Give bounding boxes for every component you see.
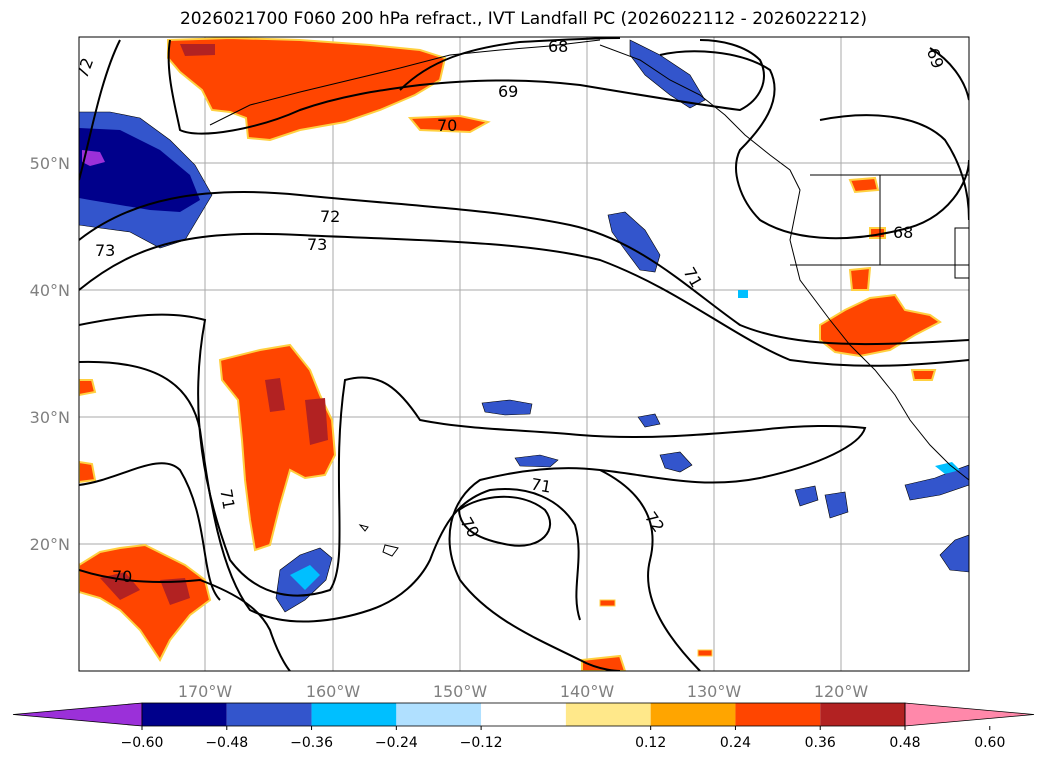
positive-region-california [819, 293, 942, 358]
lon-label: 120°W [814, 682, 869, 701]
colorbar-segment [311, 703, 397, 726]
colorbar-segment [396, 703, 482, 726]
colorbar-segment [650, 703, 736, 726]
positive-region-west-pacific [218, 343, 337, 552]
colorbar: −0.60 −0.48 −0.36 −0.24 −0.12 0.12 0.24 0.36 0.4… [12, 702, 1035, 751]
longitude-labels: 170°W 160°W 150°W 140°W 130°W 120°W [178, 682, 869, 701]
colorbar-tick-label: −0.48 [205, 735, 248, 751]
colorbar-segment [142, 703, 227, 726]
colorbar-tick-label: 0.24 [720, 735, 751, 751]
contour-label: 70 [112, 567, 132, 586]
lon-label: 130°W [687, 682, 742, 701]
lat-label: 40°N [30, 281, 70, 300]
colorbar-segment [481, 703, 566, 726]
contour-label: 72 [320, 207, 340, 226]
map-frame [78, 36, 970, 672]
graticule [79, 37, 969, 671]
contour-label: 68 [548, 37, 568, 56]
colorbar-tick-label: −0.12 [460, 735, 503, 751]
lon-label: 140°W [560, 682, 615, 701]
positive-region-southwest [79, 543, 212, 662]
negative-anomaly-regions [79, 39, 969, 613]
colorbar-tick-label: 0.36 [805, 735, 836, 751]
contour-label: 69 [498, 82, 518, 101]
coastlines [209, 39, 969, 557]
contour-label: 70 [437, 116, 457, 135]
colorbar-tick-label: −0.24 [375, 735, 418, 751]
colorbar-extend-left [12, 702, 143, 727]
negative-region-alaska [629, 39, 706, 109]
contour-label: 71 [529, 474, 552, 496]
negative-region-nw-purple [82, 150, 105, 166]
contour-label: 73 [95, 241, 115, 260]
map-title: 2026021700 F060 200 hPa refract., IVT La… [179, 9, 867, 29]
colorbar-frame [141, 702, 906, 727]
colorbar-segment [226, 703, 312, 726]
contour-label: 73 [307, 235, 327, 254]
map-area: 68 69 70 72 73 73 71 71 70 72 71 70 68 6… [79, 37, 969, 671]
contour-label: 68 [893, 223, 913, 242]
colorbar-tick-label: 0.60 [974, 735, 1005, 751]
lon-label: 160°W [306, 682, 361, 701]
positive-region-north [167, 37, 447, 142]
colorbar-tick-label: 0.12 [635, 735, 666, 751]
lat-label: 20°N [30, 535, 70, 554]
colorbar-tick-label: −0.36 [290, 735, 333, 751]
lat-label: 50°N [30, 154, 70, 173]
negative-region-nw-core [79, 128, 200, 212]
colorbar-tick-label: 0.48 [889, 735, 920, 751]
colorbar-tick-label: −0.60 [121, 735, 164, 751]
negative-region-center [481, 399, 533, 416]
colorbar-segment [820, 703, 905, 726]
colorbar-segment [735, 703, 821, 726]
colorbar-extend-right [904, 702, 1035, 727]
lon-label: 170°W [178, 682, 233, 701]
lat-label: 30°N [30, 408, 70, 427]
refractivity-contours [79, 37, 969, 671]
positive-anomaly-regions [79, 37, 942, 671]
lon-label: 150°W [433, 682, 488, 701]
latitude-labels: 50°N 40°N 30°N 20°N [30, 154, 70, 554]
colorbar-segment [565, 703, 651, 726]
contour-label: 71 [216, 488, 238, 511]
